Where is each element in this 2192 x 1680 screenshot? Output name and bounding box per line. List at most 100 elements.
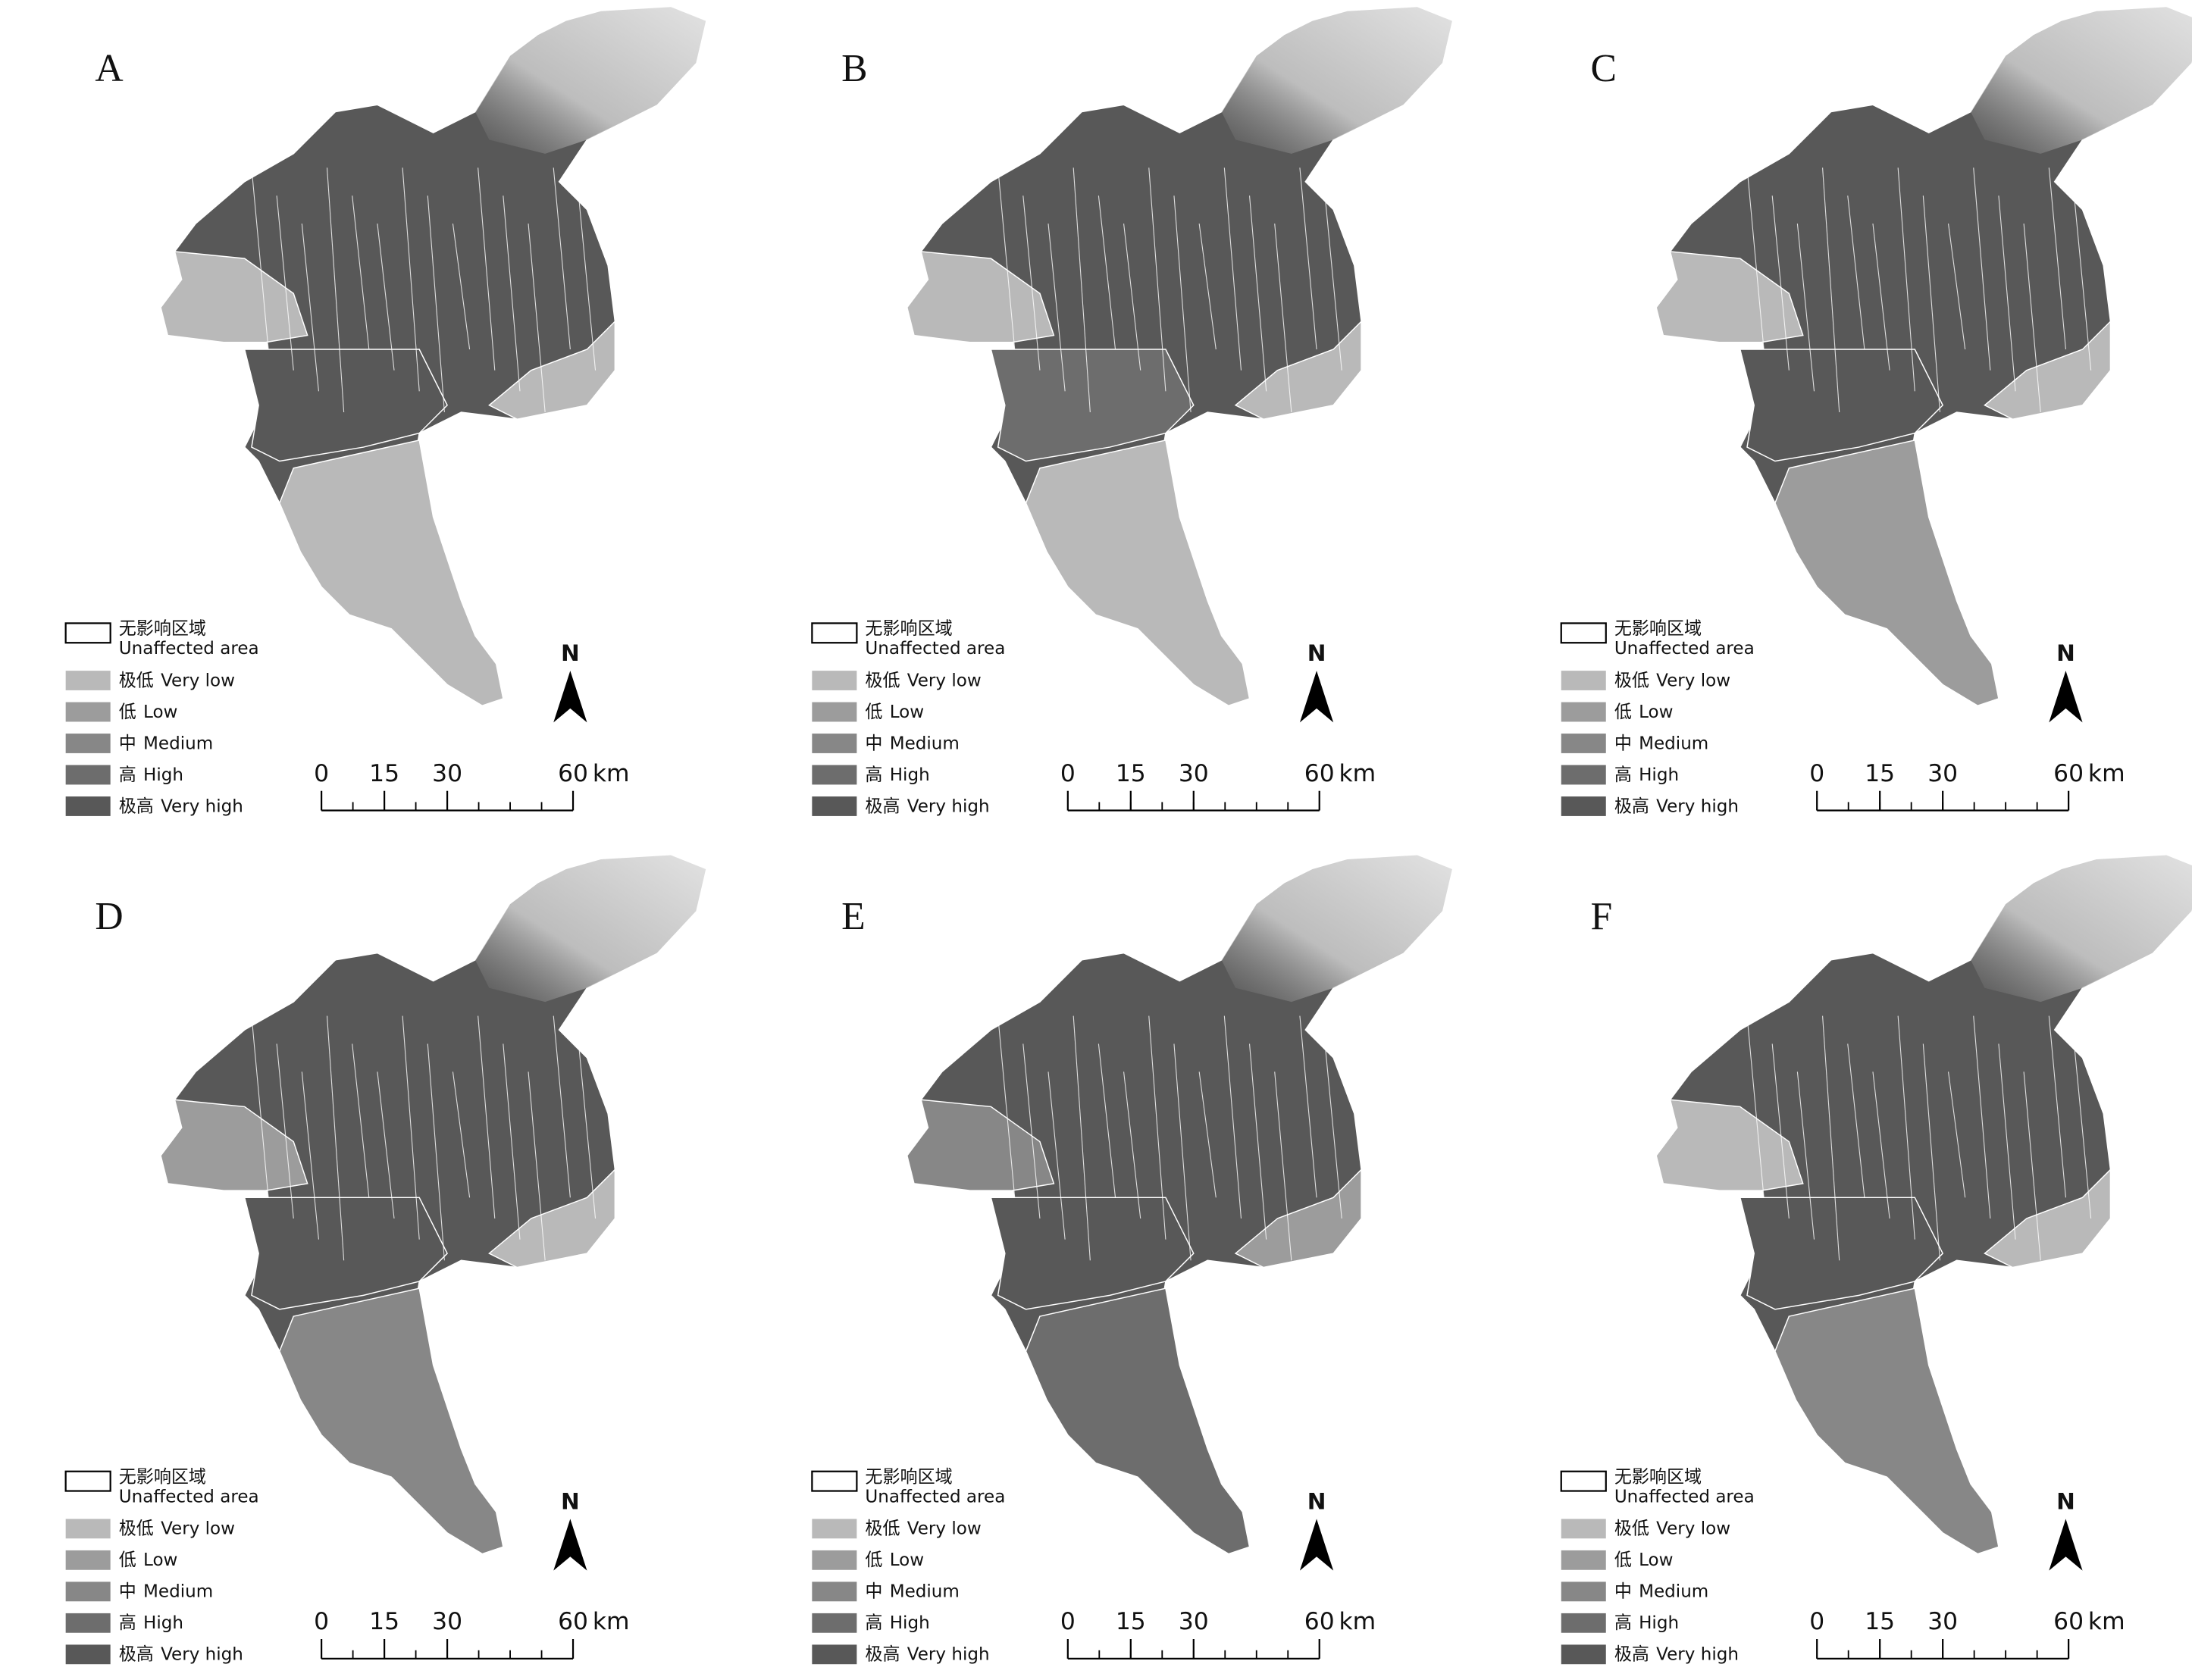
legend-label: 低 Low [1614,702,1674,722]
legend-label: 极高 Very high [119,1645,243,1665]
legend-label: 中 Medium [1614,1582,1708,1602]
district-boundary [452,223,471,350]
district-boundary [1872,1072,1890,1219]
legend-label: 无影响区域 [1614,619,1702,639]
district-boundary [377,1072,395,1219]
district-boundary [1173,1043,1192,1261]
legend-en: Very low [1656,671,1730,690]
district-boundary [1324,196,1342,371]
district-boundary [1047,223,1066,392]
scale-tick-label: 15 [369,760,399,787]
legend-zh: 低 [1614,702,1632,722]
legend-zh: 极低 [1614,671,1649,690]
district-boundary [1022,196,1041,371]
scale-tick-label: 30 [432,760,462,787]
legend-zh: 极高 [865,1645,900,1665]
district-boundary [997,1015,1016,1198]
legend-swatch [65,796,111,816]
legend-label: 极高 Very high [865,796,989,816]
legend-swatch [65,1519,111,1539]
legend-zh: 中 [1614,1582,1632,1602]
north-arrow [1299,671,1334,723]
district-boundary [352,1043,370,1198]
legend-label: 极高 Very high [1614,1645,1739,1665]
legend-swatch [1560,1470,1607,1492]
legend-swatch [812,796,857,816]
scale-tick-label: 60 [1304,1608,1335,1635]
district-west [1655,1099,1804,1191]
legend-zh: 极低 [119,671,154,690]
district-boundary [377,223,395,371]
legend-swatch [812,1581,857,1602]
scale-tick-label: 0 [1809,1608,1824,1635]
scale-tick-label: 60 [558,760,588,787]
district-boundary [326,1015,345,1261]
scale-unit: km [593,1608,630,1635]
district-boundary [1274,223,1292,413]
legend-en: Very low [907,1519,982,1539]
district-boundary [1746,167,1765,350]
scale-unit: km [1339,760,1376,787]
district-west [160,1099,308,1191]
scale-unit: km [2088,1608,2125,1635]
highland [1971,855,2192,1003]
legend-en: Medium [143,1582,213,1602]
district-boundary [276,196,294,371]
district-boundary [1973,167,1991,371]
district-boundary [1123,223,1141,371]
legend-swatch [65,765,111,785]
north-arrow-label: N [1307,640,1326,666]
scale-tick-label: 30 [1927,1608,1958,1635]
legend-zh: 极低 [865,671,900,690]
legend-label: 高 High [119,1613,183,1633]
legend-en: High [143,765,183,785]
legend-en: Medium [1639,1582,1708,1602]
north-arrow-label: N [1307,1489,1326,1515]
legend-en: Low [143,702,177,722]
legend-en: High [143,1613,183,1633]
legend-label: 低 Low [119,702,178,722]
legend-label: 极低 Very low [865,671,981,690]
legend-label: 中 Medium [865,734,959,753]
legend-swatch [65,671,111,690]
district-boundary [1947,223,1966,350]
legend-swatch [64,622,111,644]
legend-label: 无影响区域 [865,619,952,639]
district-boundary [1223,167,1242,371]
legend-label: Unaffected area [1614,1487,1755,1506]
district-boundary [1897,167,1915,392]
legend-zh: 中 [865,734,882,753]
district-boundary [1998,1043,2016,1240]
panel-label: F [1590,895,1612,938]
legend-zh: 极低 [1614,1519,1649,1539]
legend-swatch [1561,702,1606,722]
panel-label: D [95,895,123,938]
legend-label: 高 High [119,765,183,785]
scale-tick-label: 15 [1865,760,1895,787]
district-east [1984,320,2112,420]
district-boundary [1173,196,1192,413]
district-boundary [1098,196,1116,350]
district-boundary [2048,1015,2066,1198]
district-south [1774,439,1999,707]
legend-en: Medium [890,734,960,753]
district-boundary [478,167,496,371]
district-boundary [251,167,269,350]
legend-label: 无影响区域 [865,1467,952,1487]
north-arrow [553,671,587,723]
scale-tick-label: 0 [1809,760,1824,787]
legend-label: 无影响区域 [1614,1467,1702,1487]
highland [1971,7,2192,154]
legend-swatch [64,1470,111,1492]
legend-zh: 高 [119,1613,136,1633]
legend-label: 无影响区域 [119,1467,206,1487]
legend-swatch [811,622,858,644]
district-boundary [1872,223,1890,371]
scale-unit: km [593,760,630,787]
legend-swatch [1561,1519,1606,1539]
legend-swatch [1560,622,1607,644]
legend-label: 中 Medium [865,1582,959,1602]
district-boundary [1771,1043,1790,1219]
